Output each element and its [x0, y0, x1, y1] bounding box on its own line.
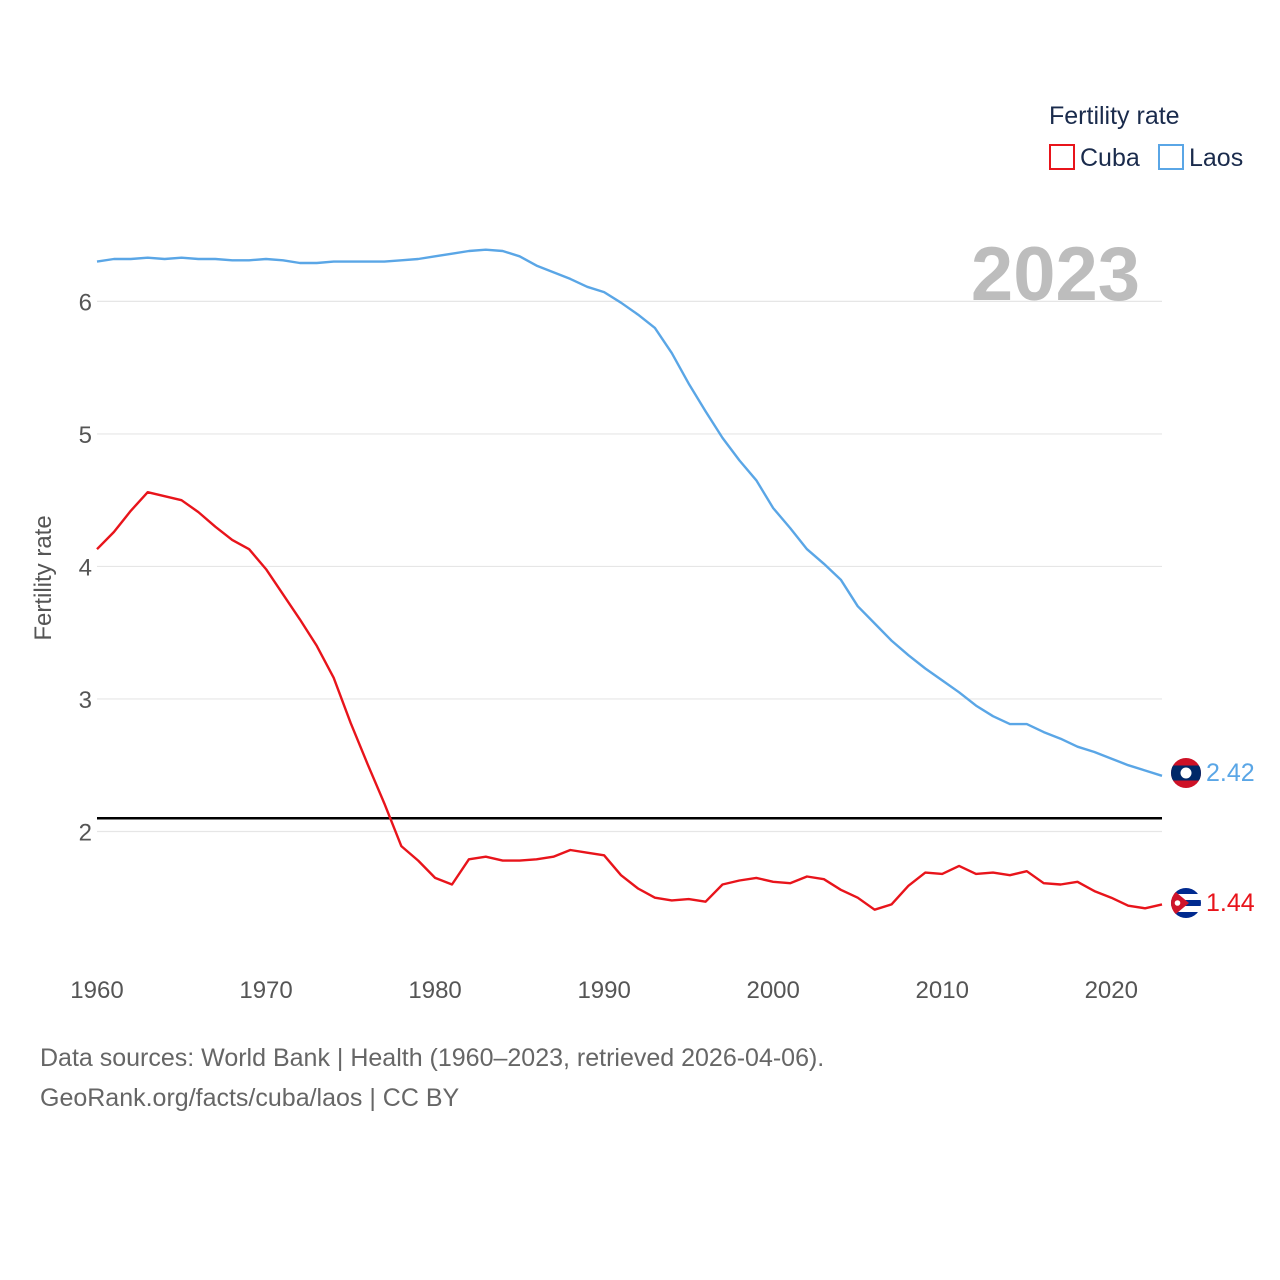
current-year-label: 2023	[971, 232, 1140, 317]
x-tick-label-1960: 1960	[70, 977, 123, 1004]
footer-data-sources: Data sources: World Bank | Health (1960–…	[40, 1044, 825, 1072]
legend-label-laos[interactable]: Laos	[1189, 144, 1243, 172]
legend-label-cuba[interactable]: Cuba	[1080, 144, 1140, 172]
x-tick-label-1980: 1980	[408, 977, 461, 1004]
series-lines	[96, 248, 1163, 911]
y-tick-label-2: 2	[79, 819, 92, 846]
y-tick-label-3: 3	[79, 687, 92, 714]
x-tick-label-2010: 2010	[916, 977, 969, 1004]
x-axis-ticks: 1960 1970 1980 1990 2000 2010 2020	[70, 977, 1138, 1004]
x-tick-label-1970: 1970	[239, 977, 292, 1004]
legend-title: Fertility rate	[1049, 102, 1180, 130]
cuba-flag-icon	[1171, 888, 1201, 918]
y-axis-ticks: 2 3 4 5 6	[79, 289, 92, 846]
legend-swatch-cuba[interactable]	[1049, 144, 1075, 170]
x-tick-label-2000: 2000	[746, 977, 799, 1004]
legend-swatch-laos[interactable]	[1158, 144, 1184, 170]
x-tick-label-2020: 2020	[1085, 977, 1138, 1004]
laos-flag-icon	[1171, 758, 1201, 788]
footer-attribution-link[interactable]: GeoRank.org/facts/cuba/laos | CC BY	[40, 1084, 460, 1112]
y-tick-label-5: 5	[79, 422, 92, 449]
series-line-laos[interactable]	[96, 248, 1163, 777]
y-tick-label-4: 4	[79, 554, 92, 581]
x-tick-label-1990: 1990	[577, 977, 630, 1004]
cuba-end-value: 1.44	[1206, 889, 1255, 917]
series-line-cuba[interactable]	[96, 491, 1163, 911]
legend: Fertility rate Cuba Laos	[1049, 102, 1243, 172]
gridlines	[97, 300, 1162, 833]
y-axis-title: Fertility rate	[30, 515, 57, 640]
y-tick-label-6: 6	[79, 289, 92, 316]
laos-end-value: 2.42	[1206, 759, 1255, 787]
